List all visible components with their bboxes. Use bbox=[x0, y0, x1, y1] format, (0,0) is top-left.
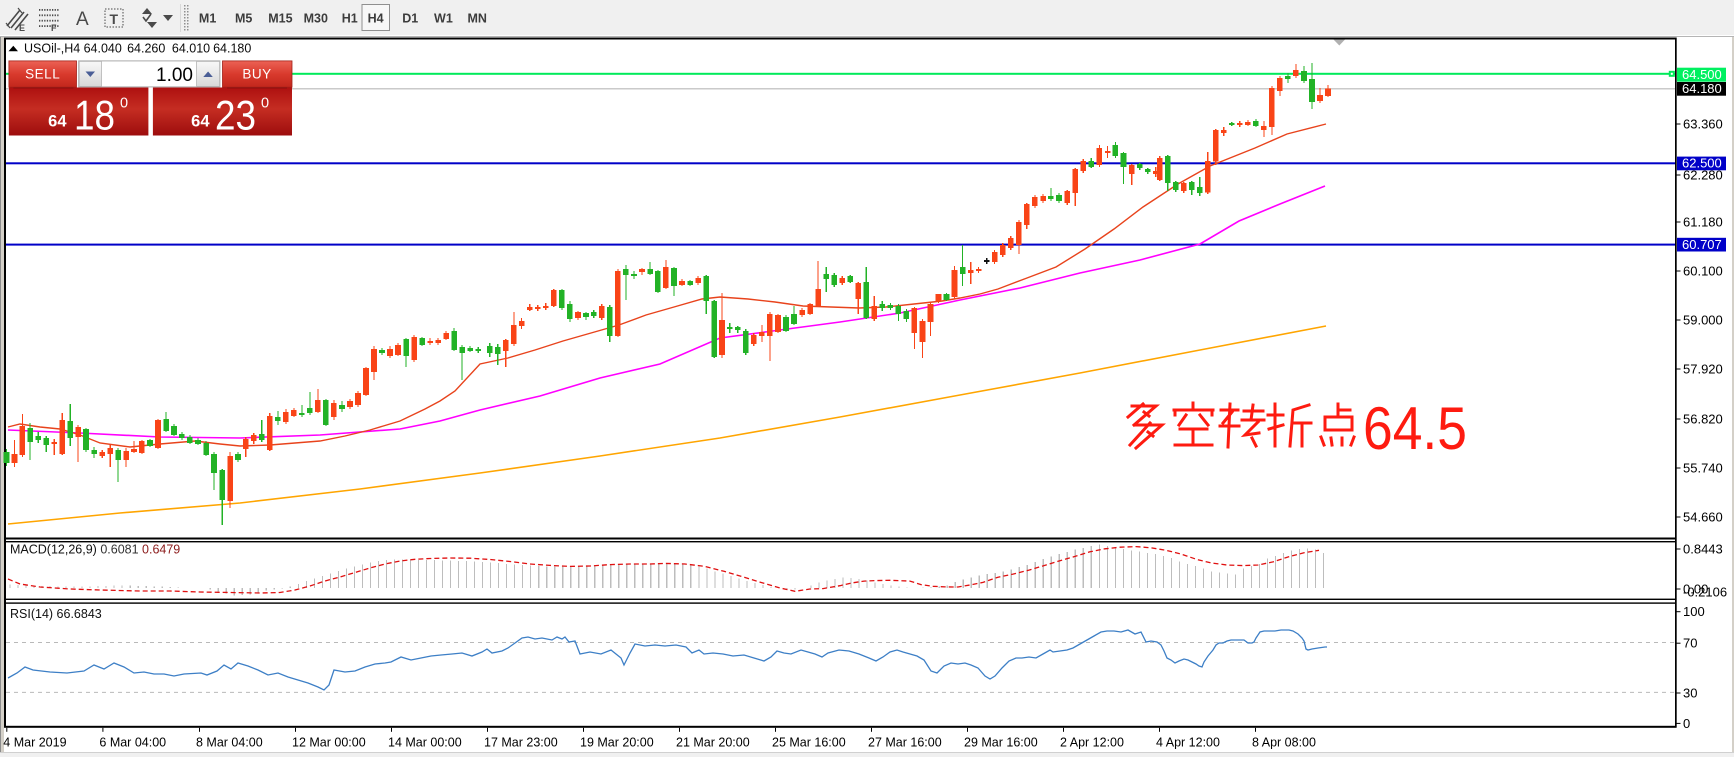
svg-text:29 Mar 16:00: 29 Mar 16:00 bbox=[964, 736, 1038, 750]
svg-text:61.180: 61.180 bbox=[1683, 215, 1723, 230]
svg-text:25 Mar 16:00: 25 Mar 16:00 bbox=[772, 736, 846, 750]
svg-text:64.5: 64.5 bbox=[1363, 395, 1467, 462]
svg-text:T: T bbox=[110, 11, 119, 27]
svg-text:BUY: BUY bbox=[242, 67, 271, 82]
svg-text:0: 0 bbox=[1683, 716, 1690, 731]
svg-text:64.180: 64.180 bbox=[1682, 81, 1722, 96]
svg-text:A: A bbox=[76, 9, 89, 30]
svg-text:8 Apr 08:00: 8 Apr 08:00 bbox=[1252, 736, 1316, 750]
svg-text:60.100: 60.100 bbox=[1683, 264, 1723, 279]
svg-text:M1: M1 bbox=[199, 12, 216, 26]
svg-text:M5: M5 bbox=[235, 12, 252, 26]
svg-text:100: 100 bbox=[1683, 604, 1705, 619]
svg-text:SELL: SELL bbox=[25, 67, 60, 82]
svg-text:17 Mar 23:00: 17 Mar 23:00 bbox=[484, 736, 558, 750]
svg-text:1.00: 1.00 bbox=[156, 65, 193, 86]
svg-text:4 Apr 12:00: 4 Apr 12:00 bbox=[1156, 736, 1220, 750]
svg-text:64.040: 64.040 bbox=[84, 42, 122, 56]
svg-text:USOil-,H4: USOil-,H4 bbox=[24, 42, 80, 56]
svg-text:64.010: 64.010 bbox=[172, 42, 210, 56]
svg-text:54.660: 54.660 bbox=[1683, 510, 1723, 525]
svg-text:12 Mar 00:00: 12 Mar 00:00 bbox=[292, 736, 366, 750]
svg-text:59.000: 59.000 bbox=[1683, 313, 1723, 328]
svg-text:2 Apr 12:00: 2 Apr 12:00 bbox=[1060, 736, 1124, 750]
svg-text:60.707: 60.707 bbox=[1682, 237, 1722, 252]
svg-text:64.180: 64.180 bbox=[213, 42, 251, 56]
svg-text:0.8443: 0.8443 bbox=[1683, 542, 1723, 557]
svg-text:MN: MN bbox=[467, 12, 486, 26]
svg-text:F: F bbox=[51, 23, 57, 33]
svg-text:55.740: 55.740 bbox=[1683, 461, 1723, 476]
svg-text:M30: M30 bbox=[304, 12, 328, 26]
svg-text:23: 23 bbox=[215, 91, 256, 138]
svg-text:W1: W1 bbox=[434, 12, 453, 26]
svg-text:D1: D1 bbox=[402, 12, 418, 26]
svg-text:62.280: 62.280 bbox=[1683, 168, 1723, 183]
svg-text:H4: H4 bbox=[368, 12, 384, 26]
svg-text:E: E bbox=[19, 23, 25, 33]
svg-text:56.820: 56.820 bbox=[1683, 412, 1723, 427]
svg-text:H1: H1 bbox=[342, 12, 358, 26]
svg-text:4 Mar 2019: 4 Mar 2019 bbox=[3, 736, 66, 750]
svg-text:RSI(14) 66.6843: RSI(14) 66.6843 bbox=[10, 607, 102, 621]
svg-text:19 Mar 20:00: 19 Mar 20:00 bbox=[580, 736, 654, 750]
svg-text:27 Mar 16:00: 27 Mar 16:00 bbox=[868, 736, 942, 750]
svg-text:70: 70 bbox=[1683, 636, 1697, 651]
svg-text:0.00: 0.00 bbox=[1683, 582, 1708, 597]
svg-text:18: 18 bbox=[74, 91, 115, 138]
svg-text:0: 0 bbox=[261, 96, 269, 112]
svg-text:57.920: 57.920 bbox=[1683, 362, 1723, 377]
svg-text:64.500: 64.500 bbox=[1682, 67, 1722, 82]
svg-text:64.260: 64.260 bbox=[127, 42, 165, 56]
svg-text:M15: M15 bbox=[268, 12, 292, 26]
svg-text:63.360: 63.360 bbox=[1683, 117, 1723, 132]
svg-text:64: 64 bbox=[191, 113, 210, 131]
svg-text:8 Mar 04:00: 8 Mar 04:00 bbox=[196, 736, 263, 750]
svg-text:14 Mar 00:00: 14 Mar 00:00 bbox=[388, 736, 462, 750]
svg-text:64: 64 bbox=[48, 113, 67, 131]
svg-text:6 Mar 04:00: 6 Mar 04:00 bbox=[99, 736, 166, 750]
svg-text:0: 0 bbox=[120, 96, 128, 112]
svg-text:62.500: 62.500 bbox=[1682, 156, 1722, 171]
svg-text:-0.2106: -0.2106 bbox=[1683, 585, 1727, 600]
svg-text:21 Mar 20:00: 21 Mar 20:00 bbox=[676, 736, 750, 750]
svg-text:30: 30 bbox=[1683, 686, 1697, 701]
svg-text:MACD(12,26,9) 0.6081 0.6479: MACD(12,26,9) 0.6081 0.6479 bbox=[10, 543, 180, 557]
